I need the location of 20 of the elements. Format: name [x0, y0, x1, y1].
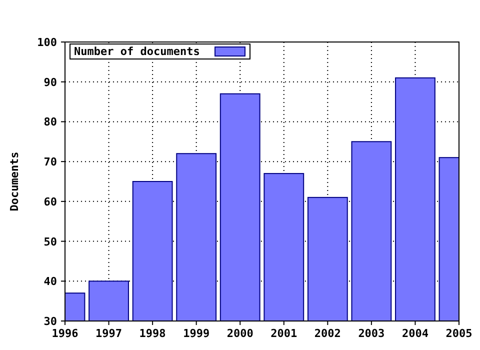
y-axis-title: Documents — [8, 152, 21, 212]
legend-label: Number of documents — [74, 45, 200, 58]
x-tick-label: 1999 — [183, 327, 210, 340]
x-tick-label: 1997 — [96, 327, 122, 340]
y-tick-label: 30 — [44, 315, 57, 328]
x-tick-label: 1996 — [52, 327, 79, 340]
y-tick-label: 40 — [44, 275, 57, 288]
x-tick-label: 2000 — [226, 327, 254, 340]
x-tick-label: 2003 — [358, 327, 385, 340]
x-tick-label: 2005 — [446, 327, 472, 340]
y-tick-label: 50 — [44, 235, 57, 248]
y-tick-label: 70 — [44, 156, 57, 169]
y-tick-label: 80 — [44, 116, 57, 129]
x-tick-label: 1998 — [139, 327, 166, 340]
x-tick-label: 2002 — [314, 327, 341, 340]
y-tick-label: 100 — [37, 36, 57, 49]
y-tick-label: 60 — [44, 195, 57, 208]
x-tick-label: 2001 — [270, 327, 298, 340]
x-tick-label: 2004 — [402, 327, 429, 340]
y-tick-label: 90 — [44, 76, 57, 89]
